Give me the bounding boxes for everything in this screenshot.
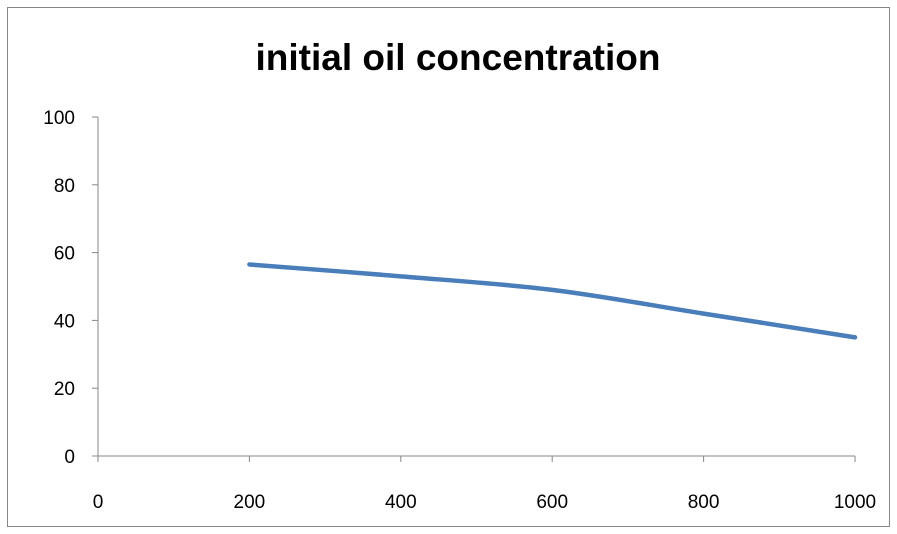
x-tick-label: 400 (385, 492, 417, 513)
chart-title: initial oil concentration (256, 37, 661, 78)
y-tick-label: 0 (64, 447, 75, 468)
x-tick-label: 600 (536, 492, 568, 513)
series-layer (247, 262, 858, 340)
x-tick-label: 200 (234, 492, 266, 513)
y-tick-label: 80 (54, 176, 75, 197)
y-tick-label: 100 (43, 108, 75, 129)
y-tick-label: 60 (54, 244, 75, 265)
y-tick-label: 40 (54, 311, 75, 332)
x-tick-label: 0 (93, 492, 104, 513)
chart-area (7, 7, 890, 527)
y-tick-label: 20 (54, 379, 75, 400)
x-tick-label: 800 (688, 492, 720, 513)
x-tick-label: 1000 (834, 492, 876, 513)
series-line (247, 262, 858, 340)
